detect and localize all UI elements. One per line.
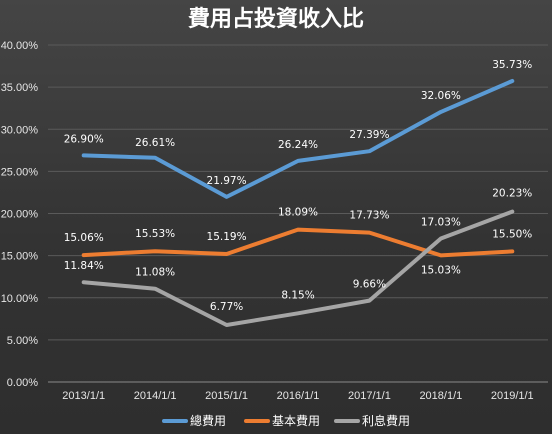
data-label: 26.61% bbox=[135, 137, 175, 149]
data-label: 17.73% bbox=[349, 210, 389, 222]
data-label: 15.03% bbox=[421, 264, 461, 276]
data-label: 15.19% bbox=[207, 231, 247, 243]
data-label: 9.66% bbox=[353, 279, 386, 291]
y-tick-label: 0.00% bbox=[7, 377, 38, 389]
data-label: 11.08% bbox=[135, 267, 175, 279]
y-axis: 0.00% 5.00% 10.00% 15.00% 20.00% 25.00% 30.00%… bbox=[1, 40, 39, 389]
data-label: 11.84% bbox=[64, 260, 104, 272]
y-tick-label: 40.00% bbox=[1, 40, 39, 52]
data-labels: 26.90% 26.61% 21.97% 26.24% 27.39% 32.06% 35.7… bbox=[64, 59, 533, 313]
y-tick-label: 5.00% bbox=[7, 335, 38, 347]
series-line bbox=[81, 209, 515, 327]
data-label: 15.53% bbox=[135, 228, 175, 240]
data-label: 26.24% bbox=[278, 139, 318, 151]
data-label: 26.90% bbox=[64, 133, 104, 145]
x-tick-label: 2013/1/1 bbox=[62, 390, 105, 402]
data-label: 15.50% bbox=[492, 228, 532, 240]
y-tick-label: 15.00% bbox=[1, 251, 39, 263]
x-tick-label: 2016/1/1 bbox=[277, 390, 320, 402]
data-label: 27.39% bbox=[349, 129, 389, 141]
y-tick-label: 10.00% bbox=[1, 293, 39, 305]
x-tick-label: 2019/1/1 bbox=[491, 390, 534, 402]
legend: 總費用 基本費用 利息費用 bbox=[162, 413, 410, 428]
data-label: 8.15% bbox=[281, 289, 314, 301]
data-label: 32.06% bbox=[421, 90, 461, 102]
x-tick-label: 2014/1/1 bbox=[134, 390, 177, 402]
series-line bbox=[81, 227, 515, 258]
data-label: 17.03% bbox=[421, 217, 461, 229]
legend-label: 總費用 bbox=[190, 413, 226, 428]
y-tick-label: 35.00% bbox=[1, 82, 39, 94]
legend-label: 基本費用 bbox=[272, 413, 320, 428]
chart-title: 費用占投資收入比 bbox=[188, 6, 364, 32]
x-tick-label: 2018/1/1 bbox=[419, 390, 462, 402]
gridlines bbox=[48, 44, 548, 383]
data-label: 15.06% bbox=[64, 232, 104, 244]
x-tick-label: 2015/1/1 bbox=[205, 390, 248, 402]
series-line bbox=[81, 79, 515, 199]
y-tick-label: 30.00% bbox=[1, 124, 39, 136]
data-label: 18.09% bbox=[278, 207, 318, 219]
series-lines bbox=[81, 79, 515, 327]
data-label: 21.97% bbox=[207, 175, 247, 187]
data-label: 6.77% bbox=[210, 301, 243, 313]
y-tick-label: 25.00% bbox=[1, 166, 39, 178]
x-axis: 2013/1/1 2014/1/1 2015/1/1 2016/1/1 2017/1/1… bbox=[62, 390, 533, 402]
legend-label: 利息費用 bbox=[362, 413, 410, 428]
data-label: 35.73% bbox=[492, 59, 532, 71]
y-tick-label: 20.00% bbox=[1, 209, 39, 221]
data-label: 20.23% bbox=[492, 188, 532, 200]
x-tick-label: 2017/1/1 bbox=[348, 390, 391, 402]
